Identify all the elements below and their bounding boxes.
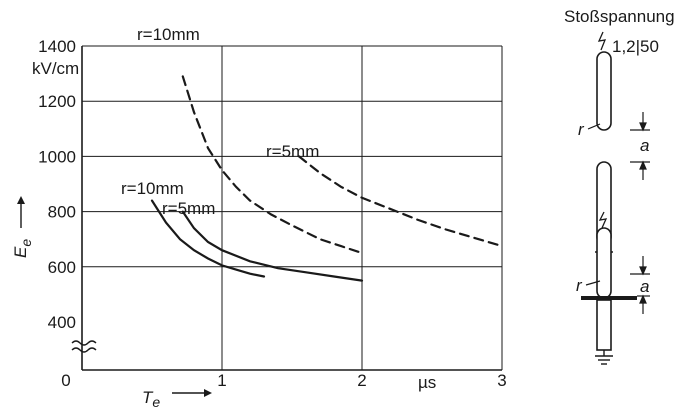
ground-icon [595, 350, 613, 365]
y-tick-label: 1200 [38, 92, 76, 111]
plate-support [596, 299, 612, 351]
curve-label: r=5mm [266, 142, 319, 161]
axis-break-mark [71, 347, 97, 353]
lightning-icon [597, 31, 607, 51]
upper-rod-top [596, 51, 612, 131]
x-tick-label: 3 [497, 371, 506, 390]
lower-radius-arrow [585, 280, 601, 286]
ground-plate [581, 296, 637, 300]
y-tick-label: 1000 [38, 147, 76, 166]
curve-label: r=5mm [162, 199, 215, 218]
axis-labels: kV/cm µs Ee Te [11, 59, 436, 409]
x-axis-arrow-head [204, 389, 212, 397]
series-line-1 [181, 75, 364, 255]
y-tick-label: 600 [48, 258, 76, 277]
y-unit-label: kV/cm [32, 59, 79, 78]
lower-rod [596, 227, 612, 299]
svg-text:Te: Te [142, 388, 160, 409]
y-axis-title-main: E [11, 246, 30, 258]
schematic-title: Stoßspannung [564, 7, 675, 26]
y-tick-label: 800 [48, 203, 76, 222]
upper-gap-label: a [640, 136, 649, 155]
y-axis-arrow-head [17, 196, 25, 204]
upper-gap-dimension [630, 112, 650, 180]
y-tick-label: 400 [48, 313, 76, 332]
x-axis-title: Te [142, 388, 212, 409]
svg-text:Ee: Ee [11, 239, 34, 258]
curve-label: r=10mm [137, 25, 200, 44]
x-tick-label: 2 [357, 371, 366, 390]
upper-radius-label: r [578, 120, 585, 139]
x-tick-label: 0 [61, 371, 70, 390]
y-axis-title: Ee [11, 196, 34, 258]
x-axis-title-main: T [142, 388, 154, 407]
series-line-4 [181, 210, 364, 282]
impulse-label: 1,2|50 [612, 37, 659, 56]
curve-label: r=10mm [121, 179, 184, 198]
axis-break-mark [71, 340, 97, 346]
series-line-3 [150, 199, 266, 278]
electrode-schematic: Stoßspannung 1,2|50 r a [564, 7, 675, 365]
x-tick-label: 1 [217, 371, 226, 390]
lower-gap-dimension [630, 256, 650, 314]
x-unit-label: µs [418, 373, 436, 392]
lower-gap-label: a [640, 277, 649, 296]
y-axis-title-sub: e [18, 239, 34, 247]
lower-radius-label: r [576, 276, 583, 295]
x-axis-title-sub: e [152, 394, 160, 409]
y-tick-label: 1400 [38, 37, 76, 56]
series-line-2 [297, 155, 504, 248]
lightning-icon [598, 211, 608, 229]
upper-radius-arrow [587, 123, 601, 130]
